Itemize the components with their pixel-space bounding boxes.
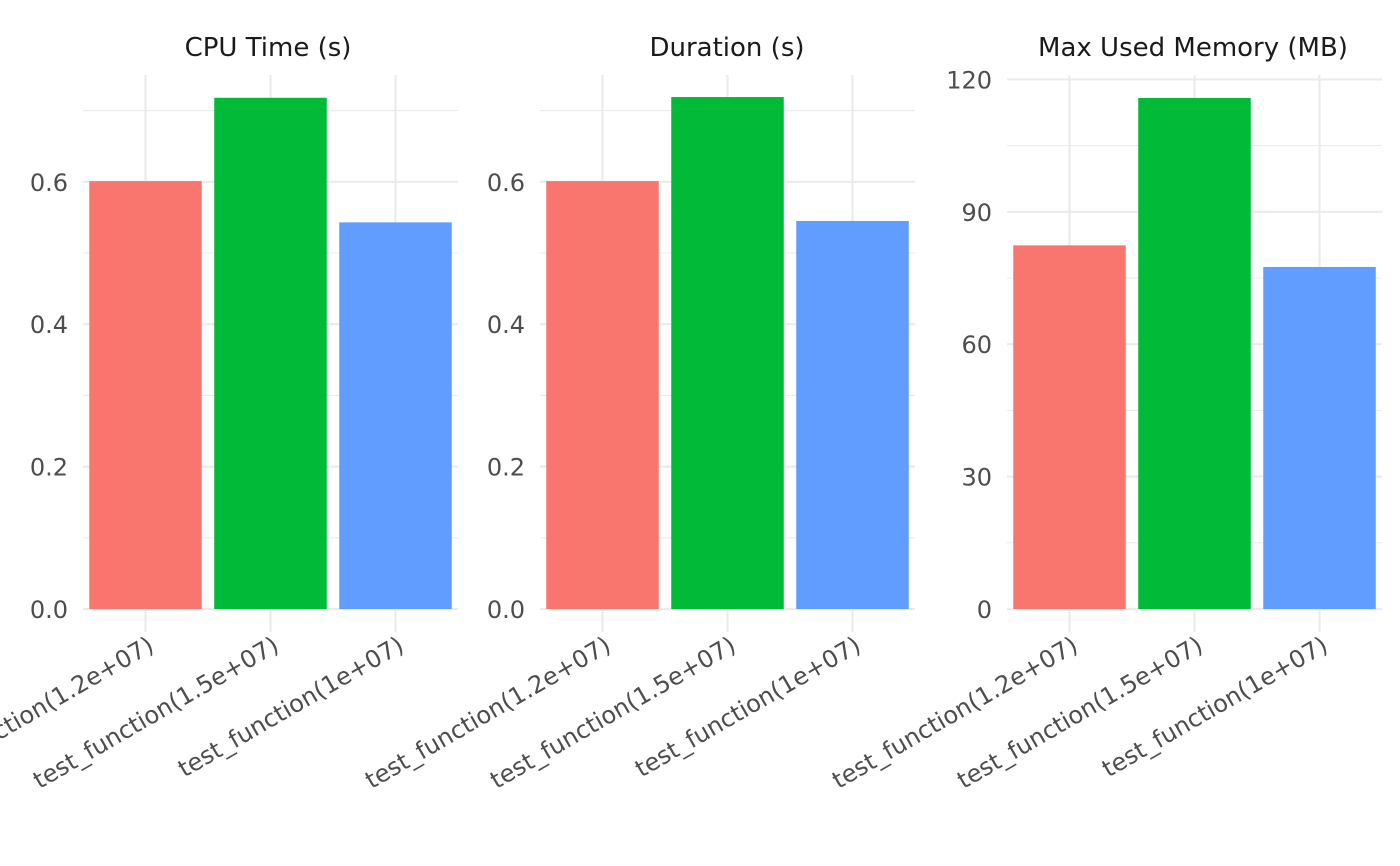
y-tick-label: 30 — [961, 464, 992, 492]
y-tick-label: 0.6 — [487, 169, 525, 197]
bar — [1263, 266, 1376, 609]
y-tick-label: 0.2 — [487, 454, 525, 482]
panel-1: 0.00.20.40.6test_function(1.2e+07)test_f… — [0, 33, 458, 794]
bar — [1013, 245, 1126, 610]
y-tick-label: 0.6 — [30, 169, 68, 197]
x-category-label: test_function(1e+07) — [173, 631, 408, 783]
y-tick-label: 0.0 — [487, 596, 525, 624]
bar — [339, 222, 452, 609]
y-tick-label: 60 — [961, 331, 992, 359]
y-tick-label: 0.0 — [30, 596, 68, 624]
x-category-label: test_function(1e+07) — [630, 631, 865, 783]
y-tick-label: 0 — [977, 596, 992, 624]
panel-title: Duration (s) — [649, 33, 804, 63]
bar — [1138, 97, 1251, 609]
bar — [796, 220, 909, 609]
bar — [214, 97, 327, 609]
panel-title: Max Used Memory (MB) — [1038, 33, 1348, 63]
y-tick-label: 0.4 — [30, 311, 68, 339]
panel-title: CPU Time (s) — [185, 33, 352, 63]
y-tick-label: 90 — [961, 199, 992, 227]
y-tick-label: 0.4 — [487, 311, 525, 339]
y-tick-label: 120 — [946, 66, 992, 94]
panel-3: 0306090120test_function(1.2e+07)test_fun… — [827, 33, 1382, 794]
bar — [671, 97, 784, 610]
x-category-label: test_function(1e+07) — [1097, 631, 1332, 783]
y-tick-label: 0.2 — [30, 454, 68, 482]
bar — [546, 181, 659, 609]
bar — [89, 181, 202, 609]
